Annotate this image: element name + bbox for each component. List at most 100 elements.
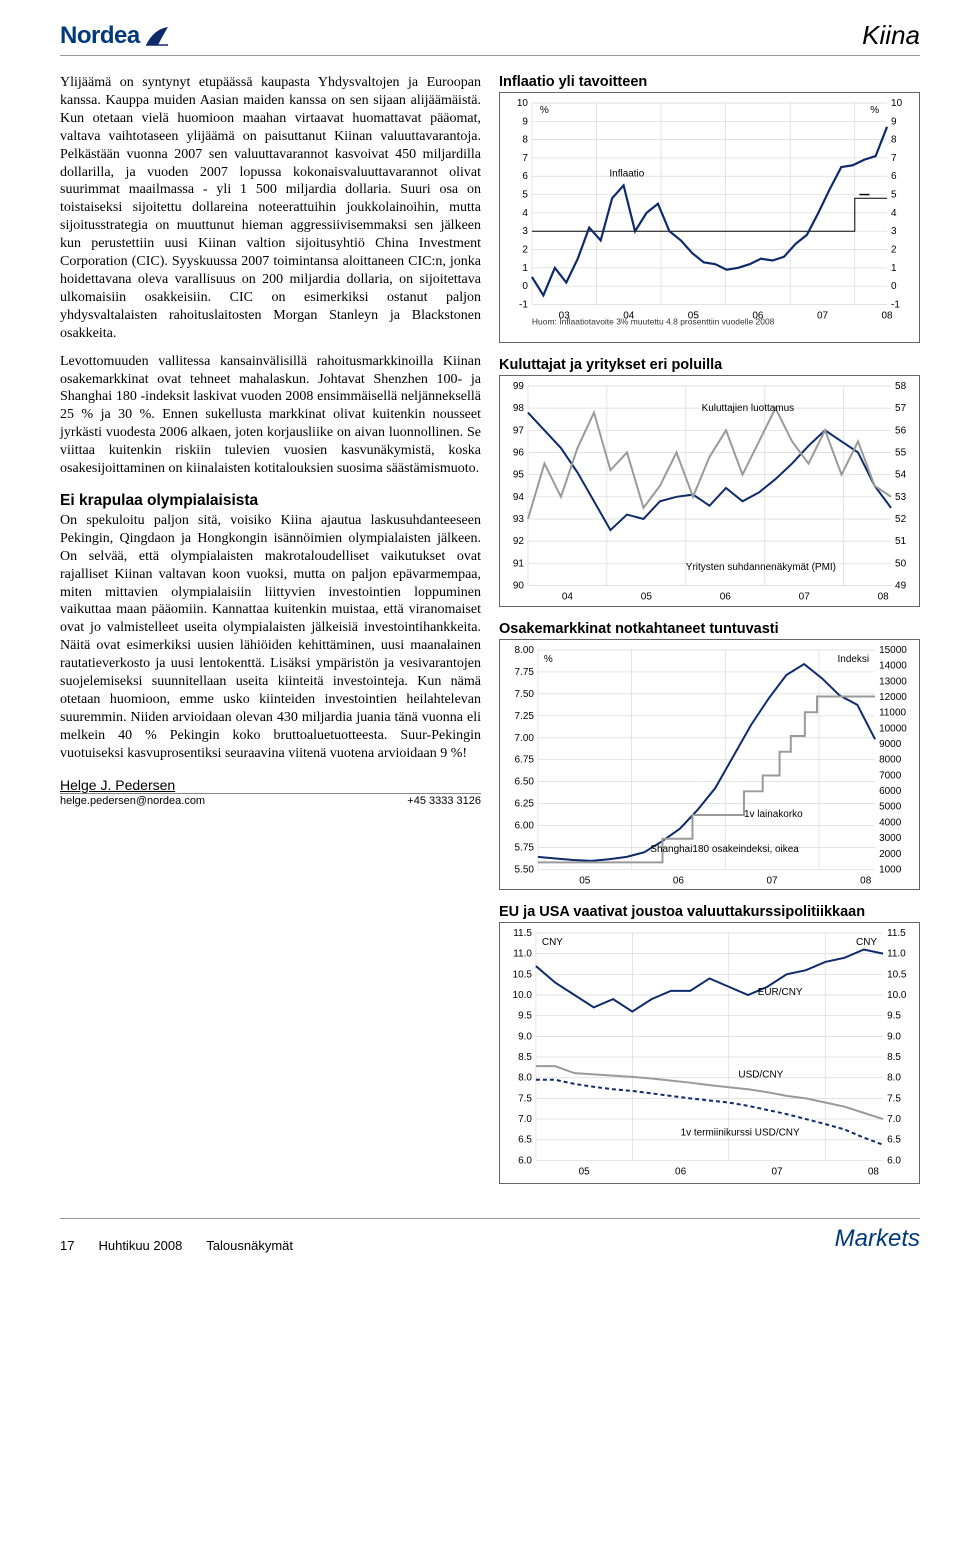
svg-text:10: 10 (891, 98, 903, 109)
svg-text:91: 91 (513, 559, 525, 570)
svg-text:CNY: CNY (856, 937, 877, 948)
sail-icon (144, 25, 170, 47)
svg-text:Inflaatio: Inflaatio (609, 168, 644, 179)
left-column: Ylijäämä on syntynyt etupäässä kaupasta … (60, 74, 481, 1198)
svg-text:08: 08 (860, 875, 872, 886)
svg-text:5000: 5000 (879, 802, 902, 813)
svg-text:4: 4 (522, 208, 528, 219)
svg-text:58: 58 (895, 381, 907, 392)
chart-fx: 6.06.06.56.57.07.07.57.58.08.08.58.59.09… (499, 922, 920, 1183)
header-region-title: Kiina (862, 20, 920, 51)
svg-text:2: 2 (891, 245, 897, 256)
svg-text:USD/CNY: USD/CNY (738, 1070, 783, 1081)
svg-text:7000: 7000 (879, 770, 902, 781)
svg-text:08: 08 (878, 592, 890, 603)
svg-text:11.0: 11.0 (887, 949, 906, 960)
svg-text:8: 8 (891, 135, 897, 146)
svg-text:-1: -1 (891, 299, 900, 310)
svg-text:4: 4 (891, 208, 897, 219)
svg-text:8.0: 8.0 (887, 1073, 901, 1084)
svg-text:%: % (544, 654, 553, 665)
body-para-3: On spekuloitu paljon sitä, voisiko Kiina… (60, 512, 481, 763)
svg-text:52: 52 (895, 514, 907, 525)
svg-text:57: 57 (895, 404, 907, 415)
svg-text:6.00: 6.00 (515, 820, 535, 831)
svg-text:06: 06 (673, 875, 685, 886)
svg-text:6.25: 6.25 (515, 798, 535, 809)
svg-text:98: 98 (513, 404, 525, 415)
svg-text:7.25: 7.25 (515, 711, 535, 722)
svg-text:6.75: 6.75 (515, 755, 535, 766)
svg-text:06: 06 (675, 1167, 687, 1178)
svg-text:3000: 3000 (879, 833, 902, 844)
svg-text:Indeksi: Indeksi (838, 654, 870, 665)
svg-text:11.5: 11.5 (887, 928, 906, 939)
svg-text:9.0: 9.0 (887, 1032, 901, 1043)
svg-text:07: 07 (817, 310, 829, 321)
chart-stock: 5.505.756.006.256.506.757.007.257.507.75… (499, 639, 920, 890)
footer-date: Huhtikuu 2008 (98, 1238, 182, 1253)
svg-text:10.5: 10.5 (887, 970, 907, 981)
svg-text:6.50: 6.50 (515, 776, 535, 787)
svg-text:9: 9 (522, 116, 528, 127)
svg-text:11.5: 11.5 (513, 928, 532, 939)
svg-text:5.75: 5.75 (515, 842, 535, 853)
svg-text:9.5: 9.5 (887, 1011, 901, 1022)
author-phone: +45 3333 3126 (407, 795, 481, 807)
svg-text:0: 0 (522, 281, 528, 292)
svg-text:8000: 8000 (879, 755, 902, 766)
chart-consumer-title: Kuluttajat ja yritykset eri poluilla (499, 357, 920, 373)
svg-text:93: 93 (513, 514, 525, 525)
chart-inflation: -1-1001122334455667788991010030405060708… (499, 92, 920, 343)
svg-text:10.0: 10.0 (887, 990, 907, 1001)
svg-text:2000: 2000 (879, 849, 902, 860)
svg-text:Shanghai180 osakeindeksi, oike: Shanghai180 osakeindeksi, oikea (650, 844, 799, 855)
logo-text: Nordea (60, 22, 140, 50)
chart-inflation-title: Inflaatio yli tavoitteen (499, 74, 920, 90)
svg-text:%: % (870, 105, 879, 116)
svg-text:6: 6 (522, 171, 528, 182)
svg-text:55: 55 (895, 448, 907, 459)
author-name: Helge J. Pedersen (60, 777, 481, 793)
svg-text:2: 2 (522, 245, 528, 256)
svg-text:8: 8 (522, 135, 528, 146)
svg-text:9: 9 (891, 116, 897, 127)
nordea-logo: Nordea (60, 22, 170, 50)
svg-text:1v lainakorko: 1v lainakorko (744, 809, 803, 820)
svg-text:6.5: 6.5 (887, 1135, 901, 1146)
chart-consumer: 9091929394959697989949505152535455565758… (499, 375, 920, 606)
author-email: helge.pedersen@nordea.com (60, 795, 205, 807)
svg-text:07: 07 (799, 592, 811, 603)
svg-text:1: 1 (522, 263, 528, 274)
svg-text:7: 7 (891, 153, 897, 164)
svg-text:10.0: 10.0 (513, 990, 533, 1001)
svg-text:7.0: 7.0 (887, 1114, 901, 1125)
right-column: Inflaatio yli tavoitteen -1-100112233445… (499, 74, 920, 1198)
chart-stock-title: Osakemarkkinat notkahtaneet tuntuvasti (499, 621, 920, 637)
svg-text:97: 97 (513, 426, 525, 437)
chart-fx-title: EU ja USA vaativat joustoa valuuttakurss… (499, 904, 920, 920)
svg-text:1000: 1000 (879, 864, 902, 875)
svg-text:6.0: 6.0 (518, 1156, 532, 1167)
svg-text:6.5: 6.5 (518, 1135, 532, 1146)
svg-text:5: 5 (522, 190, 528, 201)
svg-text:10.5: 10.5 (513, 970, 533, 981)
svg-text:05: 05 (579, 875, 591, 886)
svg-text:6: 6 (891, 171, 897, 182)
svg-text:11.0: 11.0 (513, 949, 532, 960)
svg-text:95: 95 (513, 470, 525, 481)
svg-text:12000: 12000 (879, 692, 907, 703)
svg-text:8.5: 8.5 (518, 1052, 532, 1063)
svg-text:05: 05 (641, 592, 653, 603)
svg-text:5.50: 5.50 (515, 864, 535, 875)
svg-text:92: 92 (513, 537, 525, 548)
svg-text:9000: 9000 (879, 739, 902, 750)
svg-text:11000: 11000 (879, 708, 906, 719)
svg-text:07: 07 (771, 1167, 783, 1178)
svg-text:7.5: 7.5 (887, 1094, 901, 1105)
svg-text:05: 05 (579, 1167, 591, 1178)
svg-text:51: 51 (895, 537, 907, 548)
svg-text:96: 96 (513, 448, 525, 459)
svg-text:50: 50 (895, 559, 907, 570)
svg-text:5: 5 (891, 190, 897, 201)
